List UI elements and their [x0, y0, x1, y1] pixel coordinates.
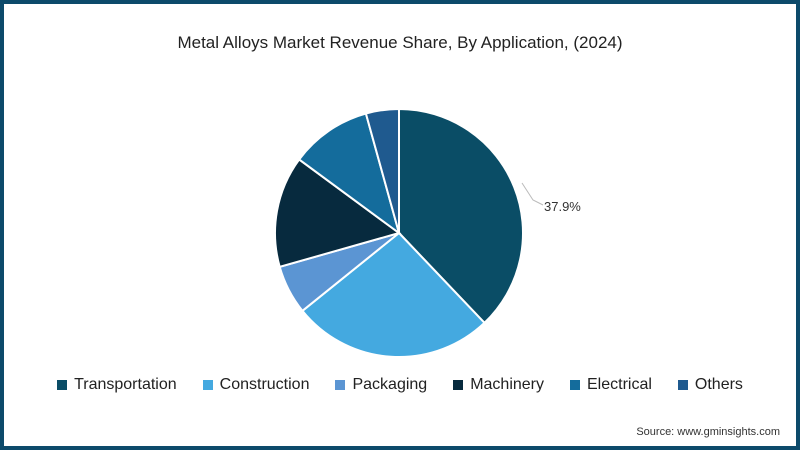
legend-label: Machinery	[470, 376, 544, 393]
legend-swatch	[570, 380, 580, 390]
legend-item-construction[interactable]: Construction	[202, 376, 310, 394]
legend-label: Electrical	[587, 376, 652, 393]
pie-slice-machinery[interactable]	[274, 158, 402, 269]
source-note: Source: www.gminsights.com	[636, 426, 780, 438]
legend-swatch	[57, 380, 68, 390]
legend-swatch	[335, 380, 346, 390]
pie-slice-construction[interactable]	[301, 231, 486, 358]
legend-swatch	[202, 380, 213, 390]
legend-swatch	[677, 380, 688, 390]
legend-label: Construction	[219, 376, 310, 393]
legend-label: Others	[694, 376, 743, 393]
legend-item-others[interactable]: Others	[677, 376, 743, 394]
legend-item-machinery[interactable]: Machinery	[453, 376, 544, 394]
pie-slice-transportation[interactable]	[398, 107, 524, 325]
legend-swatch	[453, 380, 464, 390]
legend: Transportation Construction Packaging Ma…	[0, 376, 800, 394]
legend-item-electrical[interactable]: Electrical	[570, 376, 652, 394]
pie-slice-others[interactable]	[364, 107, 400, 234]
data-label-transportation: 37.9%	[544, 199, 581, 214]
legend-label: Transportation	[74, 376, 177, 393]
legend-item-packaging[interactable]: Packaging	[335, 376, 427, 394]
chart-title: Metal Alloys Market Revenue Share, By Ap…	[177, 33, 623, 52]
legend-item-transportation[interactable]: Transportation	[57, 376, 177, 394]
legend-label: Packaging	[352, 376, 428, 393]
label-leader-line	[521, 182, 544, 206]
